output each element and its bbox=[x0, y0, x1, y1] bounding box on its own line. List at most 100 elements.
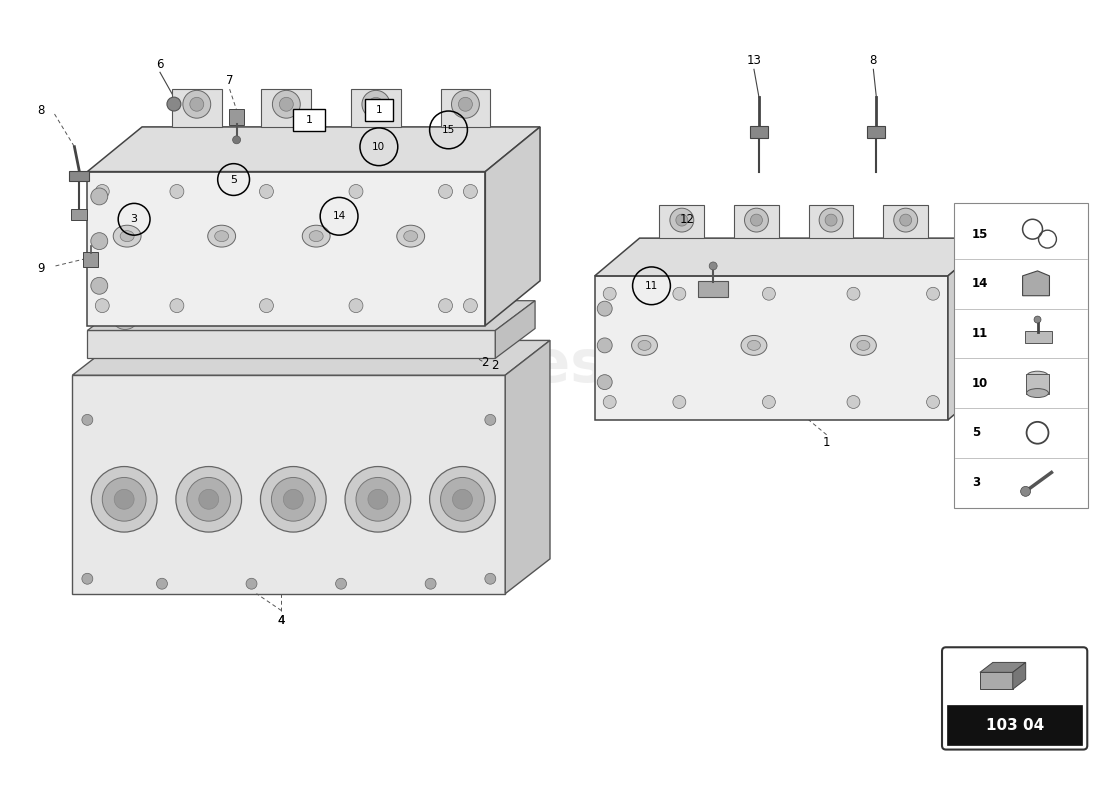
FancyBboxPatch shape bbox=[868, 126, 886, 138]
Circle shape bbox=[284, 490, 304, 510]
Ellipse shape bbox=[302, 226, 330, 247]
Circle shape bbox=[246, 578, 257, 589]
Ellipse shape bbox=[631, 335, 658, 355]
Text: 3: 3 bbox=[131, 214, 138, 224]
Circle shape bbox=[1032, 427, 1044, 438]
Circle shape bbox=[762, 395, 776, 409]
Polygon shape bbox=[87, 127, 540, 171]
Ellipse shape bbox=[638, 341, 651, 350]
Text: 3: 3 bbox=[972, 476, 980, 489]
Circle shape bbox=[597, 301, 613, 316]
Text: 10: 10 bbox=[972, 377, 988, 390]
Circle shape bbox=[96, 185, 109, 198]
Polygon shape bbox=[808, 206, 854, 238]
Circle shape bbox=[673, 395, 685, 409]
Text: 8: 8 bbox=[870, 54, 877, 67]
Polygon shape bbox=[262, 89, 311, 127]
Ellipse shape bbox=[850, 335, 877, 355]
Polygon shape bbox=[883, 206, 928, 238]
Circle shape bbox=[745, 208, 769, 232]
Text: 14: 14 bbox=[972, 278, 988, 290]
Circle shape bbox=[597, 338, 613, 353]
Polygon shape bbox=[73, 341, 550, 375]
Circle shape bbox=[673, 287, 685, 300]
Polygon shape bbox=[734, 206, 779, 238]
Circle shape bbox=[597, 374, 613, 390]
Circle shape bbox=[463, 298, 477, 313]
Ellipse shape bbox=[208, 226, 235, 247]
Circle shape bbox=[212, 306, 231, 325]
Circle shape bbox=[894, 208, 917, 232]
Ellipse shape bbox=[1026, 371, 1048, 381]
Circle shape bbox=[183, 90, 211, 118]
Ellipse shape bbox=[857, 341, 870, 350]
Circle shape bbox=[279, 98, 294, 111]
Polygon shape bbox=[595, 276, 948, 420]
Circle shape bbox=[133, 306, 151, 325]
Text: 8: 8 bbox=[37, 103, 44, 117]
Circle shape bbox=[232, 136, 241, 144]
Circle shape bbox=[91, 466, 157, 532]
Circle shape bbox=[91, 188, 108, 205]
Polygon shape bbox=[485, 127, 540, 326]
Text: 11: 11 bbox=[972, 327, 988, 340]
FancyBboxPatch shape bbox=[954, 203, 1088, 508]
Circle shape bbox=[372, 306, 389, 325]
Text: eurospares: eurospares bbox=[236, 337, 605, 394]
Circle shape bbox=[362, 90, 389, 118]
Circle shape bbox=[425, 578, 436, 589]
Circle shape bbox=[273, 90, 300, 118]
Circle shape bbox=[825, 214, 837, 226]
Circle shape bbox=[356, 478, 399, 521]
Ellipse shape bbox=[1026, 389, 1048, 398]
Polygon shape bbox=[1023, 271, 1049, 296]
Circle shape bbox=[336, 578, 346, 589]
Text: 1: 1 bbox=[306, 115, 312, 125]
Circle shape bbox=[485, 414, 496, 426]
Circle shape bbox=[451, 90, 480, 118]
Polygon shape bbox=[87, 171, 485, 326]
Ellipse shape bbox=[397, 226, 425, 247]
Polygon shape bbox=[980, 672, 1013, 690]
Circle shape bbox=[91, 233, 108, 250]
Text: 12: 12 bbox=[680, 213, 695, 226]
FancyBboxPatch shape bbox=[294, 109, 326, 131]
Circle shape bbox=[430, 466, 495, 532]
Ellipse shape bbox=[113, 226, 141, 247]
Circle shape bbox=[710, 262, 717, 270]
Circle shape bbox=[459, 98, 472, 111]
Circle shape bbox=[349, 185, 363, 198]
FancyBboxPatch shape bbox=[1025, 374, 1049, 394]
Text: 7: 7 bbox=[226, 74, 233, 86]
Circle shape bbox=[169, 298, 184, 313]
Circle shape bbox=[485, 574, 496, 584]
Circle shape bbox=[452, 490, 472, 510]
Circle shape bbox=[439, 185, 452, 198]
Ellipse shape bbox=[214, 230, 229, 242]
Circle shape bbox=[114, 490, 134, 510]
Circle shape bbox=[190, 98, 204, 111]
Circle shape bbox=[926, 395, 939, 409]
Text: 15: 15 bbox=[972, 228, 988, 241]
Circle shape bbox=[1021, 486, 1031, 496]
Circle shape bbox=[167, 97, 180, 111]
Text: 2: 2 bbox=[482, 356, 490, 369]
Text: 1: 1 bbox=[823, 436, 830, 450]
Polygon shape bbox=[73, 375, 505, 594]
Circle shape bbox=[81, 414, 92, 426]
Circle shape bbox=[260, 298, 274, 313]
Text: 5: 5 bbox=[972, 426, 980, 439]
Text: 11: 11 bbox=[645, 281, 658, 290]
Circle shape bbox=[81, 574, 92, 584]
Ellipse shape bbox=[309, 230, 323, 242]
Circle shape bbox=[1034, 316, 1041, 323]
FancyBboxPatch shape bbox=[72, 210, 87, 220]
Circle shape bbox=[199, 490, 219, 510]
Text: 2: 2 bbox=[492, 358, 499, 372]
Circle shape bbox=[847, 395, 860, 409]
Polygon shape bbox=[659, 206, 704, 238]
Text: 15: 15 bbox=[442, 125, 455, 135]
Circle shape bbox=[169, 185, 184, 198]
Ellipse shape bbox=[120, 230, 134, 242]
Circle shape bbox=[187, 478, 231, 521]
